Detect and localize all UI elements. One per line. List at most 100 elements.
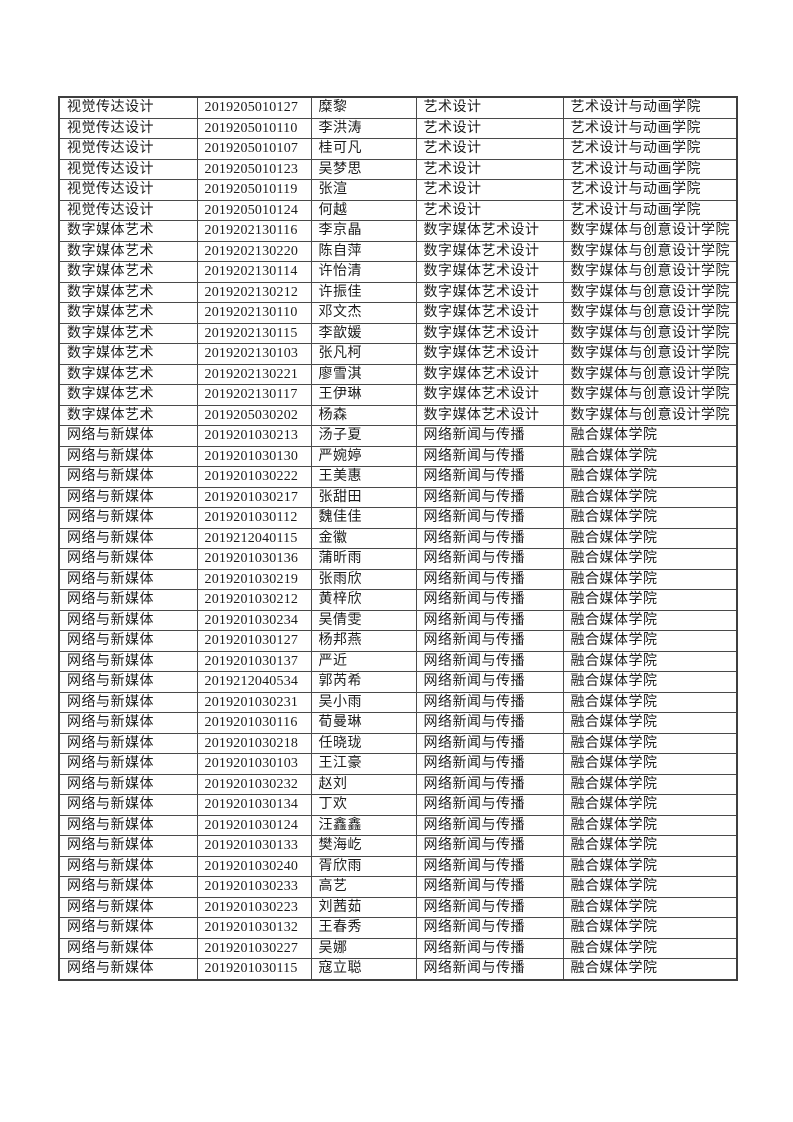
table-row: 网络与新媒体 2019201030130 严婉婷 网络新闻与传播 融合媒体学院 xyxy=(58,445,738,467)
cell-college: 融合媒体学院 xyxy=(562,568,738,590)
table-row: 网络与新媒体 2019201030232 赵刘 网络新闻与传播 融合媒体学院 xyxy=(58,773,738,795)
cell-major: 网络与新媒体 xyxy=(58,425,198,447)
cell-name: 汪鑫鑫 xyxy=(310,814,417,836)
cell-college: 数字媒体与创意设计学院 xyxy=(562,281,738,303)
cell-major: 网络与新媒体 xyxy=(58,609,198,631)
cell-major: 网络与新媒体 xyxy=(58,937,198,959)
cell-major: 网络与新媒体 xyxy=(58,835,198,857)
cell-college: 融合媒体学院 xyxy=(562,425,738,447)
cell-student_id: 2019201030218 xyxy=(196,732,312,754)
cell-college: 融合媒体学院 xyxy=(562,712,738,734)
cell-program: 网络新闻与传播 xyxy=(415,712,564,734)
cell-college: 数字媒体与创意设计学院 xyxy=(562,240,738,262)
table-row: 网络与新媒体 2019201030223 刘茜茹 网络新闻与传播 融合媒体学院 xyxy=(58,896,738,918)
cell-name: 王伊琳 xyxy=(310,384,417,406)
cell-college: 融合媒体学院 xyxy=(562,466,738,488)
table-row: 网络与新媒体 2019201030127 杨邦燕 网络新闻与传播 融合媒体学院 xyxy=(58,630,738,652)
cell-student_id: 2019205010110 xyxy=(196,117,312,139)
table-row: 网络与新媒体 2019201030219 张雨欣 网络新闻与传播 融合媒体学院 xyxy=(58,568,738,590)
cell-major: 网络与新媒体 xyxy=(58,794,198,816)
cell-student_id: 2019201030115 xyxy=(196,958,312,980)
cell-name: 廖雪淇 xyxy=(310,363,417,385)
cell-name: 樊海屹 xyxy=(310,835,417,857)
cell-college: 融合媒体学院 xyxy=(562,650,738,672)
cell-student_id: 2019202130114 xyxy=(196,261,312,283)
table-row: 数字媒体艺术 2019202130221 廖雪淇 数字媒体艺术设计 数字媒体与创意设计学… xyxy=(58,363,738,385)
cell-college: 融合媒体学院 xyxy=(562,548,738,570)
table-row: 网络与新媒体 2019201030218 任晓珑 网络新闻与传播 融合媒体学院 xyxy=(58,732,738,754)
cell-program: 网络新闻与传播 xyxy=(415,958,564,980)
cell-college: 融合媒体学院 xyxy=(562,958,738,980)
cell-student_id: 2019201030103 xyxy=(196,753,312,775)
cell-program: 网络新闻与传播 xyxy=(415,486,564,508)
cell-major: 网络与新媒体 xyxy=(58,589,198,611)
cell-student_id: 2019201030233 xyxy=(196,876,312,898)
cell-student_id: 2019201030223 xyxy=(196,896,312,918)
cell-student_id: 2019201030234 xyxy=(196,609,312,631)
cell-program: 数字媒体艺术设计 xyxy=(415,384,564,406)
cell-program: 网络新闻与传播 xyxy=(415,917,564,939)
cell-program: 网络新闻与传播 xyxy=(415,466,564,488)
cell-student_id: 2019205010124 xyxy=(196,199,312,221)
table-row: 网络与新媒体 2019201030240 胥欣雨 网络新闻与传播 融合媒体学院 xyxy=(58,855,738,877)
cell-student_id: 2019201030124 xyxy=(196,814,312,836)
table-row: 网络与新媒体 2019201030234 吴倩雯 网络新闻与传播 融合媒体学院 xyxy=(58,609,738,631)
cell-name: 陈自萍 xyxy=(310,240,417,262)
cell-major: 数字媒体艺术 xyxy=(58,343,198,365)
cell-major: 视觉传达设计 xyxy=(58,179,198,201)
cell-college: 数字媒体与创意设计学院 xyxy=(562,363,738,385)
cell-college: 数字媒体与创意设计学院 xyxy=(562,261,738,283)
cell-college: 融合媒体学院 xyxy=(562,486,738,508)
table-row: 视觉传达设计 2019205010124 何越 艺术设计 艺术设计与动画学院 xyxy=(58,199,738,221)
table-row: 网络与新媒体 2019212040534 郭芮希 网络新闻与传播 融合媒体学院 xyxy=(58,671,738,693)
cell-program: 数字媒体艺术设计 xyxy=(415,281,564,303)
cell-program: 艺术设计 xyxy=(415,117,564,139)
cell-college: 融合媒体学院 xyxy=(562,794,738,816)
cell-college: 融合媒体学院 xyxy=(562,445,738,467)
cell-major: 网络与新媒体 xyxy=(58,486,198,508)
cell-program: 网络新闻与传播 xyxy=(415,732,564,754)
cell-name: 王美惠 xyxy=(310,466,417,488)
cell-student_id: 2019205010127 xyxy=(196,96,312,119)
cell-major: 视觉传达设计 xyxy=(58,158,198,180)
cell-major: 数字媒体艺术 xyxy=(58,302,198,324)
cell-name: 糜黎 xyxy=(310,96,417,119)
cell-program: 网络新闻与传播 xyxy=(415,671,564,693)
cell-student_id: 2019205010107 xyxy=(196,138,312,160)
cell-program: 网络新闻与传播 xyxy=(415,630,564,652)
cell-major: 视觉传达设计 xyxy=(58,96,198,119)
cell-college: 数字媒体与创意设计学院 xyxy=(562,343,738,365)
table-row: 网络与新媒体 2019201030136 蒲昕雨 网络新闻与传播 融合媒体学院 xyxy=(58,548,738,570)
cell-student_id: 2019201030212 xyxy=(196,589,312,611)
cell-name: 许怡清 xyxy=(310,261,417,283)
cell-name: 金徽 xyxy=(310,527,417,549)
cell-student_id: 2019201030130 xyxy=(196,445,312,467)
cell-major: 网络与新媒体 xyxy=(58,773,198,795)
cell-major: 数字媒体艺术 xyxy=(58,404,198,426)
cell-major: 视觉传达设计 xyxy=(58,199,198,221)
cell-program: 网络新闻与传播 xyxy=(415,527,564,549)
cell-name: 吴梦思 xyxy=(310,158,417,180)
cell-college: 融合媒体学院 xyxy=(562,937,738,959)
cell-major: 网络与新媒体 xyxy=(58,548,198,570)
cell-college: 融合媒体学院 xyxy=(562,896,738,918)
cell-name: 魏佳佳 xyxy=(310,507,417,529)
table-row: 数字媒体艺术 2019202130220 陈自萍 数字媒体艺术设计 数字媒体与创意设计学… xyxy=(58,240,738,262)
cell-name: 桂可凡 xyxy=(310,138,417,160)
cell-student_id: 2019202130110 xyxy=(196,302,312,324)
cell-name: 邓文杰 xyxy=(310,302,417,324)
cell-college: 融合媒体学院 xyxy=(562,691,738,713)
cell-name: 荀曼琳 xyxy=(310,712,417,734)
cell-college: 融合媒体学院 xyxy=(562,609,738,631)
cell-student_id: 2019205010119 xyxy=(196,179,312,201)
cell-student_id: 2019201030127 xyxy=(196,630,312,652)
cell-student_id: 2019201030213 xyxy=(196,425,312,447)
table-row: 视觉传达设计 2019205010119 张渲 艺术设计 艺术设计与动画学院 xyxy=(58,179,738,201)
table-row: 网络与新媒体 2019201030231 吴小雨 网络新闻与传播 融合媒体学院 xyxy=(58,691,738,713)
cell-major: 网络与新媒体 xyxy=(58,896,198,918)
cell-program: 艺术设计 xyxy=(415,138,564,160)
cell-college: 艺术设计与动画学院 xyxy=(562,199,738,221)
table-row: 网络与新媒体 2019201030112 魏佳佳 网络新闻与传播 融合媒体学院 xyxy=(58,507,738,529)
cell-name: 赵刘 xyxy=(310,773,417,795)
